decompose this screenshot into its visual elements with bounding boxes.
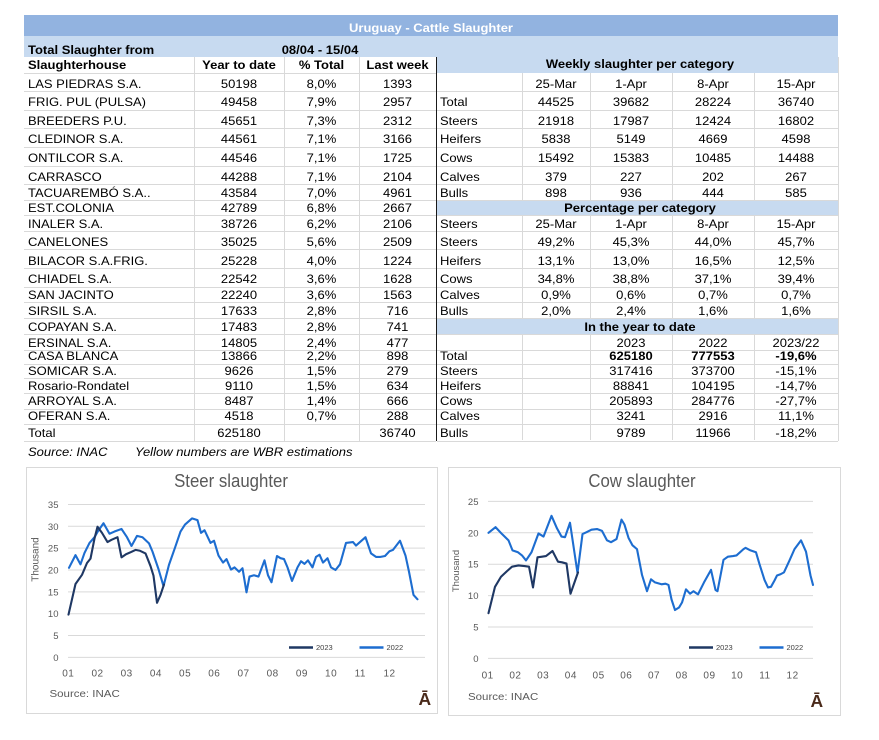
svg-text:09: 09 xyxy=(296,668,308,679)
svg-text:Ā: Ā xyxy=(419,689,432,709)
svg-text:08: 08 xyxy=(676,670,688,681)
svg-text:35: 35 xyxy=(48,500,59,511)
svg-text:07: 07 xyxy=(237,668,249,679)
svg-text:11: 11 xyxy=(759,670,770,681)
svg-text:07: 07 xyxy=(648,670,660,681)
svg-text:05: 05 xyxy=(179,668,191,679)
svg-text:25: 25 xyxy=(48,544,59,555)
svg-text:5: 5 xyxy=(53,631,58,642)
svg-text:01: 01 xyxy=(62,668,74,679)
svg-text:Source: INAC: Source: INAC xyxy=(50,688,120,699)
svg-text:06: 06 xyxy=(620,670,632,681)
svg-text:2022: 2022 xyxy=(787,643,804,652)
svg-text:15: 15 xyxy=(468,560,479,571)
svg-text:10: 10 xyxy=(325,668,337,679)
svg-text:04: 04 xyxy=(565,670,577,681)
svg-text:2022: 2022 xyxy=(387,643,404,652)
svg-text:Steer slaughter: Steer slaughter xyxy=(174,470,288,491)
svg-text:20: 20 xyxy=(48,566,59,577)
svg-text:Ā: Ā xyxy=(811,691,824,711)
svg-text:12: 12 xyxy=(787,670,799,681)
svg-text:12: 12 xyxy=(383,668,395,679)
svg-text:03: 03 xyxy=(121,668,133,679)
svg-text:Thousand: Thousand xyxy=(31,537,42,581)
svg-text:5: 5 xyxy=(473,623,478,634)
svg-text:Thousand: Thousand xyxy=(451,550,462,592)
svg-text:30: 30 xyxy=(48,522,59,533)
svg-text:02: 02 xyxy=(509,670,521,681)
svg-text:08: 08 xyxy=(267,668,279,679)
svg-text:2023: 2023 xyxy=(716,643,733,652)
svg-text:03: 03 xyxy=(537,670,549,681)
svg-text:11: 11 xyxy=(355,668,366,679)
svg-text:10: 10 xyxy=(731,670,743,681)
svg-text:05: 05 xyxy=(593,670,605,681)
svg-text:Cow slaughter: Cow slaughter xyxy=(588,470,695,491)
svg-text:15: 15 xyxy=(48,587,59,598)
svg-text:25: 25 xyxy=(468,497,479,508)
svg-text:2023: 2023 xyxy=(316,643,333,652)
svg-text:Source: INAC: Source: INAC xyxy=(468,691,538,702)
svg-text:0: 0 xyxy=(473,654,478,665)
svg-text:02: 02 xyxy=(91,668,103,679)
svg-text:06: 06 xyxy=(208,668,220,679)
svg-text:20: 20 xyxy=(468,528,479,539)
svg-text:0: 0 xyxy=(53,653,58,664)
svg-text:10: 10 xyxy=(468,591,479,602)
svg-text:09: 09 xyxy=(703,670,715,681)
svg-text:01: 01 xyxy=(482,670,494,681)
svg-text:10: 10 xyxy=(48,609,59,620)
svg-text:04: 04 xyxy=(150,668,162,679)
